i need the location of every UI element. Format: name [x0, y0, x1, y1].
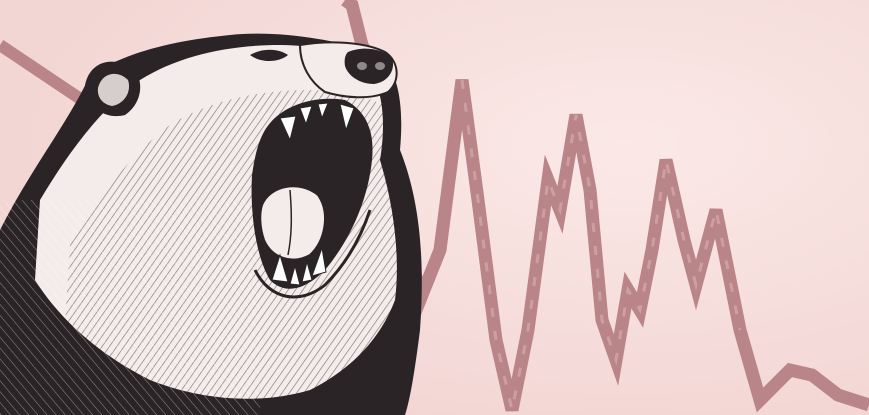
bear-eye [250, 49, 288, 62]
bear-fang-upper-left [279, 115, 297, 142]
bear-nostril-left [357, 62, 367, 70]
bear-tooth-upper-2 [317, 102, 329, 120]
bear-jaw-outline [253, 209, 372, 299]
bear-tooth-lower-2 [301, 260, 313, 283]
bear-fang-lower-left [271, 253, 289, 283]
market-line-main [341, 0, 869, 413]
bear-fang-lower-right [311, 246, 327, 277]
bear-upper-teeth [279, 102, 355, 142]
market-line-left-segment [0, 40, 86, 105]
bear-nostril-right [375, 62, 385, 70]
bear-fang-upper-right [339, 103, 355, 132]
bear-lower-teeth [271, 246, 327, 286]
bear-tooth-upper-1 [299, 105, 313, 126]
bear-dark-fur-hatching [0, 200, 260, 415]
bear-tongue [259, 185, 326, 261]
market-line-texture [460, 79, 742, 411]
bear [0, 33, 422, 415]
bear-nose [344, 48, 394, 84]
bear-ear-inner [97, 73, 130, 106]
bear-tongue-crease [287, 189, 293, 256]
bear-tooth-lower-1 [289, 264, 301, 286]
